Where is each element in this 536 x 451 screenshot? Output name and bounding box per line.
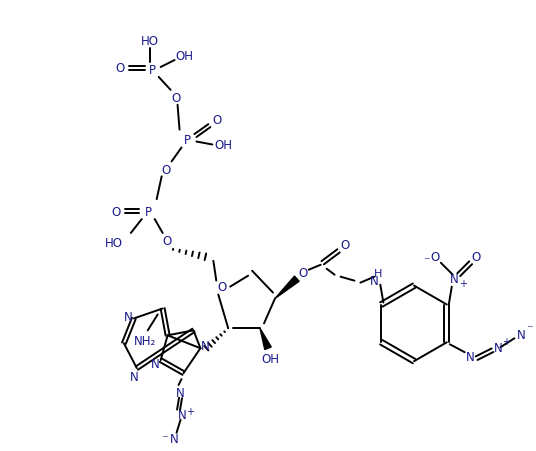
Text: HO: HO (105, 237, 123, 250)
Text: O: O (218, 281, 227, 294)
Text: O: O (213, 114, 222, 127)
Text: N: N (123, 310, 132, 323)
Polygon shape (260, 329, 271, 350)
Text: P: P (149, 64, 156, 77)
Text: HO: HO (141, 35, 159, 47)
Text: P: P (184, 134, 191, 147)
Text: OH: OH (175, 50, 193, 62)
Text: N: N (494, 341, 503, 354)
Text: NH₂: NH₂ (133, 334, 156, 347)
Text: O: O (161, 163, 170, 176)
Text: OH: OH (261, 352, 279, 365)
Text: N: N (176, 387, 185, 400)
Text: N: N (370, 275, 379, 288)
Text: O: O (115, 62, 124, 75)
Text: ⁻: ⁻ (423, 255, 430, 268)
Polygon shape (275, 276, 299, 299)
Text: O: O (340, 239, 349, 252)
Text: O: O (171, 92, 180, 105)
Text: N: N (130, 370, 138, 383)
Text: ⁻: ⁻ (526, 322, 533, 335)
Text: O: O (162, 235, 171, 248)
Text: N: N (517, 328, 526, 341)
Text: N: N (466, 350, 475, 363)
Text: +: + (502, 336, 510, 346)
Text: O: O (430, 251, 440, 264)
Text: ⁻: ⁻ (161, 432, 168, 445)
Text: N: N (170, 432, 179, 445)
Text: O: O (111, 205, 121, 218)
Text: N: N (449, 272, 458, 285)
Text: H: H (374, 268, 383, 278)
Text: P: P (145, 205, 152, 218)
Text: OH: OH (214, 139, 232, 152)
Text: O: O (471, 251, 480, 264)
Text: +: + (187, 406, 195, 416)
Text: +: + (459, 278, 467, 288)
Text: O: O (298, 267, 308, 280)
Text: N: N (151, 357, 160, 370)
Text: N: N (178, 409, 187, 421)
Text: N: N (201, 339, 210, 352)
